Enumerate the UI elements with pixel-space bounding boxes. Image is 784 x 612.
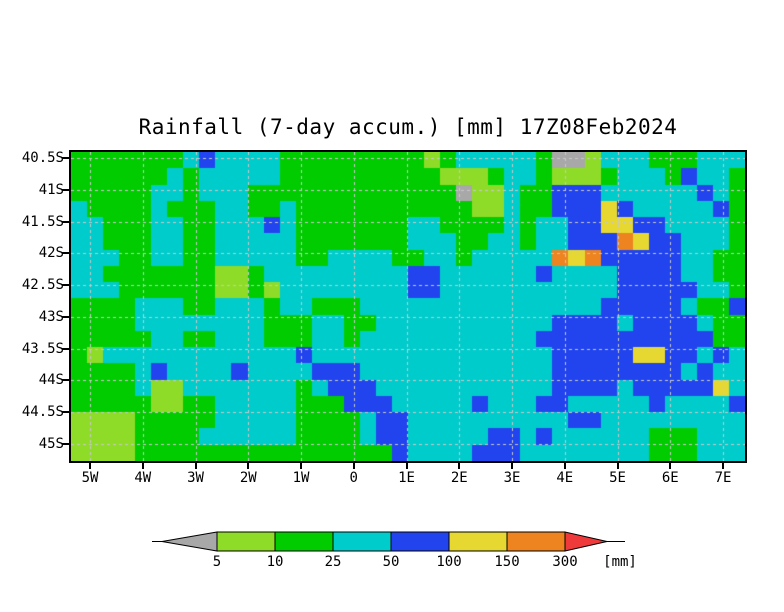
x-tick [405,463,408,469]
colorbar-below-arrow [161,531,218,552]
y-tick [62,315,69,318]
y-tick-label: 42S [38,245,64,262]
y-tick [62,284,69,287]
colorbar-above-arrow [564,531,608,552]
x-tick-label: 2E [450,470,468,486]
y-tick-label: 43.5S [21,340,64,357]
colorbar-level-label: 100 [436,554,462,570]
y-tick [62,252,69,255]
y-tick [62,157,69,159]
x-tick [616,463,619,469]
x-tick [511,463,513,469]
x-tick [300,463,302,469]
y-tick-label: 41S [38,181,64,198]
colorbar-segment [506,531,566,552]
colorbar-level-label: 25 [324,554,342,570]
colorbar-shape [152,531,625,552]
x-tick-label: 3W [187,470,204,486]
colorbar-segment [448,531,508,552]
x-tick-label: 1W [292,470,310,486]
colorbar-level-label: 300 [552,554,578,570]
x-tick [352,463,355,469]
map-plot-frame [69,150,747,463]
x-tick [141,463,144,469]
x-tick-label: 4E [556,470,574,486]
y-tick [62,220,69,223]
x-tick [458,463,461,469]
x-tick-label: 2W [239,470,257,486]
rainfall-map-canvas [71,152,745,461]
y-tick-label: 43S [38,308,64,325]
colorbar-segment [390,531,450,552]
x-tick-label: 7E [714,470,732,486]
colorbar: 5 10 25 50 100 150 300 [mm] [150,528,670,578]
colorbar-segment [216,531,276,552]
x-tick [247,463,250,469]
y-tick [62,443,69,446]
colorbar-segment [332,531,392,552]
x-tick [194,463,197,469]
chart-title: Rainfall (7-day accum.) [mm] 17Z08Feb202… [138,115,678,139]
x-tick [563,463,566,469]
colorbar-units-label: [mm] [603,554,637,570]
x-tick-label: 5E [609,470,626,486]
y-tick-label: 41.5S [21,213,64,230]
colorbar-level-label: 50 [382,554,400,570]
x-tick-label: 6E [661,470,679,486]
x-tick-label: 5W [81,470,99,486]
y-tick-label: 44S [38,372,64,389]
x-tick-label: 3E [503,470,521,486]
colorbar-level-label: 150 [494,554,520,570]
x-tick [722,463,724,469]
colorbar-segment [274,531,334,552]
x-tick-label: 1E [398,470,415,486]
y-tick-label: 40.5S [21,150,64,166]
y-tick [62,347,69,350]
x-tick [89,463,91,469]
x-tick-label: 0 [349,470,358,486]
y-tick [62,411,69,414]
colorbar-level-label: 10 [266,554,284,570]
x-tick-label: 4W [134,470,152,486]
x-tick [669,463,672,469]
y-tick [62,188,69,191]
y-tick [62,379,69,382]
colorbar-level-label: 5 [212,554,222,570]
y-tick-label: 44.5S [21,404,64,421]
y-tick-label: 45S [38,436,64,453]
y-tick-label: 42.5S [21,277,64,294]
